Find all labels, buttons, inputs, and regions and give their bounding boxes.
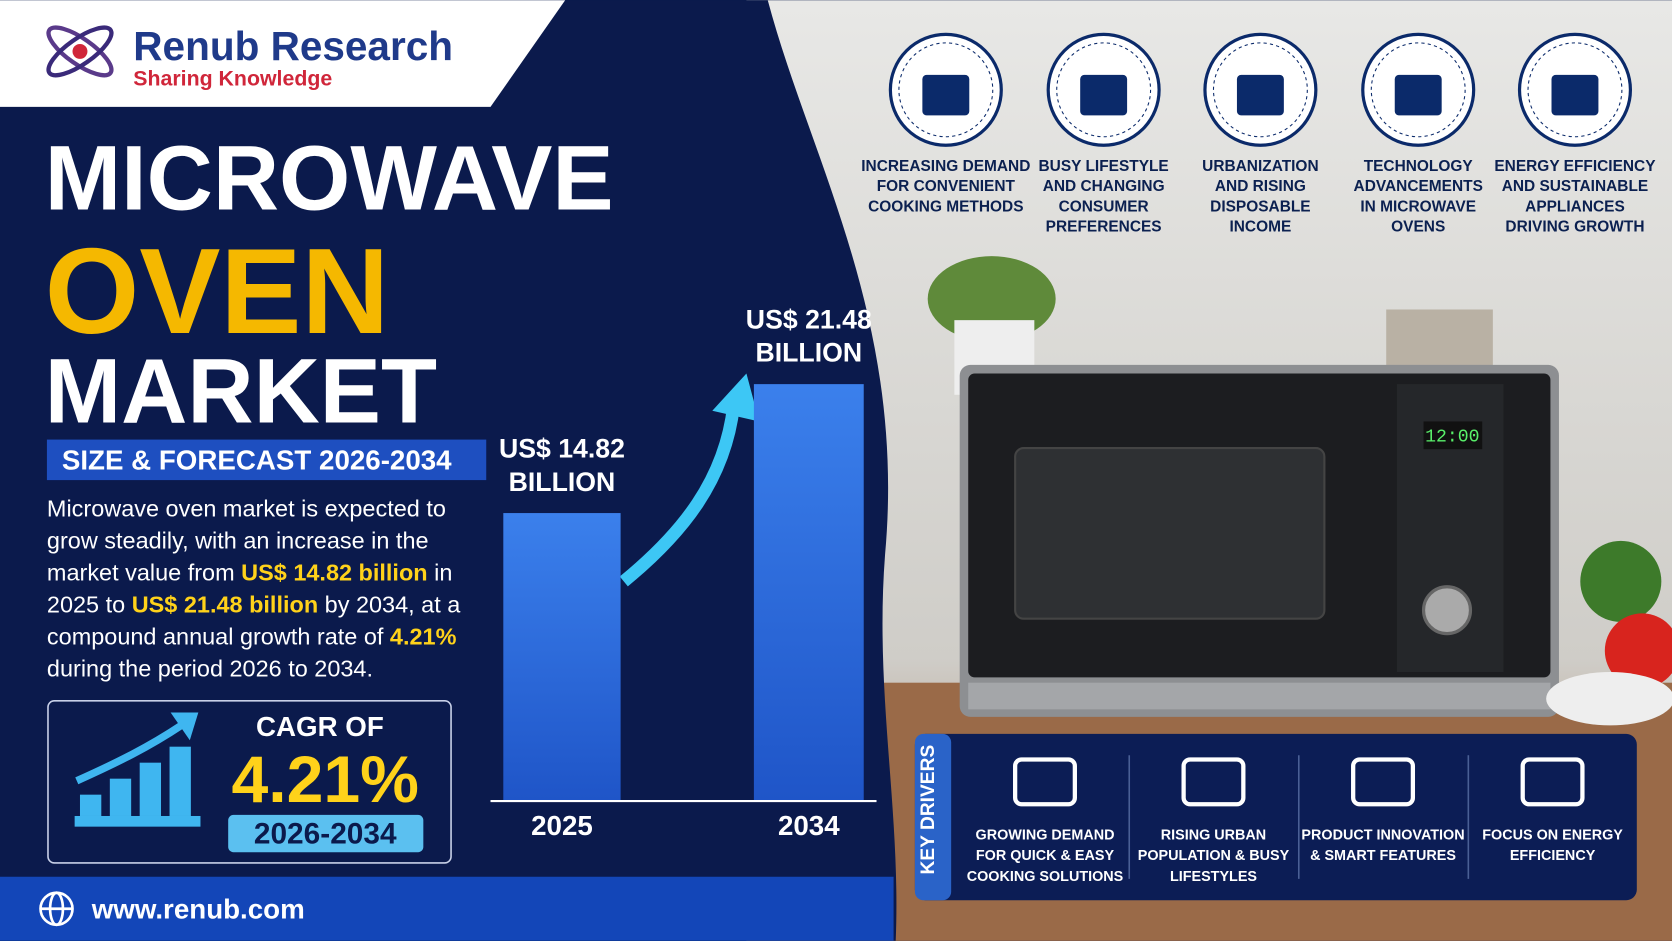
drivers-tab — [914, 733, 952, 901]
factor-label: OVENS — [1391, 219, 1445, 236]
factor-glyph — [1551, 74, 1599, 116]
subtitle-bar — [46, 439, 487, 481]
driver-label: PRODUCT INNOVATION — [1301, 827, 1464, 843]
globe-icon — [39, 891, 74, 927]
growth-icon — [74, 712, 201, 827]
logo-area — [0, 0, 566, 107]
factor-glyph — [1394, 74, 1442, 116]
drivers-title: KEY DRIVERS — [918, 745, 939, 875]
bar-chart: 2025 US$ 14.82 BILLION 2034 US$ 21.48 BILLI… — [490, 305, 877, 841]
factor-glyph — [1236, 74, 1284, 116]
microwave: 12:00 — [959, 364, 1559, 717]
driver-icon — [1181, 757, 1246, 807]
text: by 2034, at a compound annual growth rat… — [46, 590, 461, 650]
footer-url: www.renub.com — [91, 893, 305, 924]
title-line: MICROWAVE — [45, 127, 614, 229]
factor-label: IN MICROWAVE — [1360, 198, 1476, 215]
vegetables — [1546, 540, 1672, 726]
highlight: 4.21% — [389, 622, 457, 650]
factor-label: TECHNOLOGY — [1364, 158, 1474, 175]
value-label: US$ 14.82 BILLION — [498, 434, 625, 498]
brand: Renub Research — [133, 23, 453, 69]
driver-label: COOKING SOLUTIONS — [967, 869, 1124, 885]
display: 12:00 — [1425, 428, 1479, 448]
value-label: US$ 21.48 BILLION — [745, 305, 872, 369]
x-tick-label: 2025 — [531, 810, 593, 841]
cagr-value: 4.21% — [232, 743, 419, 817]
cagr-period-pill — [228, 814, 424, 853]
factor-glyph — [1080, 74, 1128, 116]
factor-label: ENERGY EFFICIENCY — [1494, 158, 1656, 175]
factor-label: INCREASING DEMAND — [861, 158, 1030, 175]
highlight: US$ 14.82 billion — [241, 559, 428, 586]
x-tick-label: 2034 — [778, 810, 840, 841]
factor-label: BUSY LIFESTYLE — [1039, 158, 1169, 175]
factor-label: FOR CONVENIENT — [877, 178, 1016, 195]
driver-label: FOR QUICK & EASY — [976, 848, 1115, 864]
factor-icon-core — [1370, 42, 1466, 138]
highlight: US$ 21.48 billion — [131, 590, 319, 618]
driver-icon — [1520, 757, 1585, 807]
factor-label: AND CHANGING — [1043, 178, 1165, 195]
title-line: OVEN — [45, 223, 389, 359]
cagr-period: 2026-2034 — [254, 818, 397, 851]
factor-label: AND RISING — [1215, 178, 1306, 195]
logo-icon — [46, 25, 114, 78]
factor-icon-core — [898, 42, 994, 138]
factor-label: AND SUSTAINABLE — [1502, 178, 1649, 195]
factor-label: DISPOSABLE — [1210, 198, 1310, 215]
text: during the period 2026 to 2034. — [46, 654, 374, 682]
factor-label: APPLIANCES — [1525, 198, 1625, 215]
value-label-box: US$ 14.82 BILLION — [498, 434, 625, 498]
bar — [753, 384, 864, 800]
driver-icon — [1013, 757, 1077, 807]
driver-label: & SMART FEATURES — [1310, 848, 1456, 864]
cagr-box — [47, 700, 452, 864]
growth-arrow — [619, 404, 740, 587]
driver-label: POPULATION & BUSY — [1138, 848, 1290, 864]
factor-label: PREFERENCES — [1046, 219, 1162, 236]
description-box: Microwave oven market is expected to gro… — [47, 493, 479, 685]
cagr-label: CAGR OF — [256, 711, 384, 742]
drivers-panel — [914, 733, 1637, 901]
bar — [503, 513, 621, 800]
factor-glyph — [922, 74, 970, 116]
driver-label: LIFESTYLES — [1170, 869, 1257, 885]
subtitle: SIZE & FORECAST 2026-2034 — [62, 444, 452, 475]
factor-label: ADVANCEMENTS — [1354, 178, 1483, 195]
text: in 2025 to — [46, 559, 453, 618]
factor-label: COOKING METHODS — [868, 198, 1023, 215]
title-line: MARKET — [45, 341, 437, 443]
driver-label: RISING URBAN — [1161, 827, 1266, 843]
factor-label: CONSUMER — [1059, 198, 1149, 215]
footer-bar — [0, 876, 894, 941]
description: Microwave oven market is expected to gro… — [47, 493, 479, 685]
driver-label: EFFICIENCY — [1510, 848, 1596, 864]
factor-label: URBANIZATION — [1202, 158, 1318, 175]
factor-label: INCOME — [1229, 219, 1291, 236]
growth-arrow-head — [712, 373, 760, 422]
tagline: Sharing Knowledge — [133, 67, 332, 91]
factor-icon-core — [1056, 42, 1152, 138]
factor-label: DRIVING GROWTH — [1505, 219, 1644, 236]
driver-icon — [1351, 757, 1416, 807]
value-label-box: US$ 21.48 BILLION — [745, 305, 872, 369]
driver-label: FOCUS ON ENERGY — [1482, 827, 1623, 843]
factor-icon-core — [1527, 42, 1623, 138]
factor-icon-core — [1212, 42, 1308, 138]
driver-label: GROWING DEMAND — [976, 827, 1115, 843]
text: Microwave oven market is expected to gro… — [46, 495, 446, 586]
